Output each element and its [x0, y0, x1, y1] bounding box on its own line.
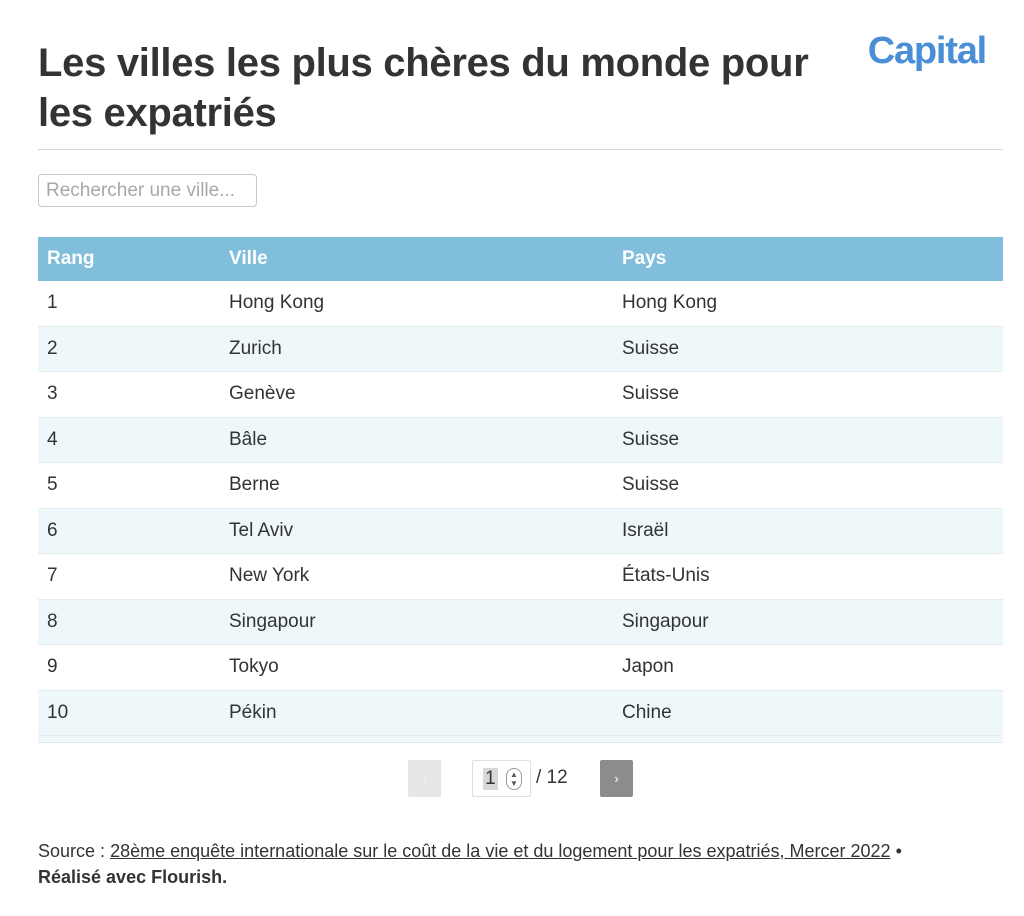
previous-page-button[interactable]: ‹ [408, 760, 441, 797]
table-row: 5 Berne Suisse [38, 463, 1003, 509]
cell-rank: 6 [47, 519, 58, 541]
table-row: 9 Tokyo Japon [38, 645, 1003, 691]
cell-city: Tel Aviv [229, 519, 294, 541]
capital-logo[interactable]: Capital [867, 30, 987, 72]
page-title: Les villes les plus chères du monde pour… [38, 41, 809, 135]
cell-rank: 10 [47, 701, 69, 723]
flourish-credit[interactable]: Réalisé avec Flourish. [38, 867, 228, 887]
table-row: 3 Genève Suisse [38, 372, 1003, 418]
search-input[interactable] [38, 174, 257, 207]
source-prefix: Source : [38, 841, 106, 861]
cell-country: Suisse [622, 383, 680, 405]
cell-rank: 2 [47, 337, 58, 359]
cell-country: Hong Kong [622, 292, 718, 314]
table-row: 8 Singapour Singapour [38, 599, 1003, 645]
cell-city: Pékin [229, 701, 277, 723]
cell-country: Suisse [622, 337, 680, 359]
cell-city: Hong Kong [229, 292, 325, 314]
footer-separator: • [895, 841, 902, 861]
cell-city: Zurich [229, 337, 282, 359]
table-header: Rang Ville Pays [38, 237, 1003, 281]
cell-city: Berne [229, 474, 280, 496]
cell-rank: 7 [47, 565, 58, 587]
spinner-down-icon[interactable]: ▼ [510, 779, 518, 788]
title-divider [38, 149, 1003, 150]
current-page-value: 1 [483, 767, 498, 790]
cell-country: Japon [622, 656, 674, 678]
header: Les villes les plus chères du monde pour… [38, 30, 1003, 138]
table-bottom-edge [38, 736, 1003, 743]
cell-city: Singapour [229, 610, 316, 632]
cell-country: Singapour [622, 610, 709, 632]
table-row: 6 Tel Aviv Israël [38, 508, 1003, 554]
total-pages: / 12 [536, 767, 568, 788]
column-header-ville[interactable]: Ville [229, 248, 268, 269]
cell-city: Bâle [229, 428, 268, 450]
footer: Source : 28ème enquête internationale su… [38, 838, 998, 890]
table-row: 4 Bâle Suisse [38, 417, 1003, 463]
cell-country: Israël [622, 519, 669, 541]
cell-country: Suisse [622, 428, 680, 450]
table-row: 2 Zurich Suisse [38, 326, 1003, 372]
cell-city: New York [229, 565, 310, 587]
table-row: 1 Hong Kong Hong Kong [38, 281, 1003, 327]
spinner-up-icon[interactable]: ▲ [510, 770, 518, 779]
cell-city: Tokyo [229, 656, 279, 678]
cell-rank: 4 [47, 428, 58, 450]
cell-country: États-Unis [622, 565, 710, 587]
table-row: 10 Pékin Chine [38, 690, 1003, 736]
cell-rank: 5 [47, 474, 58, 496]
source-link[interactable]: 28ème enquête internationale sur le coût… [110, 841, 891, 861]
cell-rank: 3 [47, 383, 58, 405]
page-number-input[interactable]: 1 ▲ ▼ [472, 760, 531, 797]
cell-country: Suisse [622, 474, 680, 496]
cell-rank: 8 [47, 610, 58, 632]
cell-city: Genève [229, 383, 296, 405]
page-spinner[interactable]: ▲ ▼ [506, 768, 522, 790]
column-header-rang[interactable]: Rang [47, 248, 95, 269]
cell-country: Chine [622, 701, 672, 723]
pagination: ‹ 1 ▲ ▼ / 12 › [408, 760, 638, 798]
column-header-pays[interactable]: Pays [622, 248, 667, 269]
next-page-button[interactable]: › [600, 760, 633, 797]
table-row: 7 New York États-Unis [38, 554, 1003, 600]
data-table: Rang Ville Pays 1 Hong Kong Hong Kong 2 … [38, 237, 1003, 743]
cell-rank: 9 [47, 656, 58, 678]
cell-rank: 1 [47, 292, 58, 314]
